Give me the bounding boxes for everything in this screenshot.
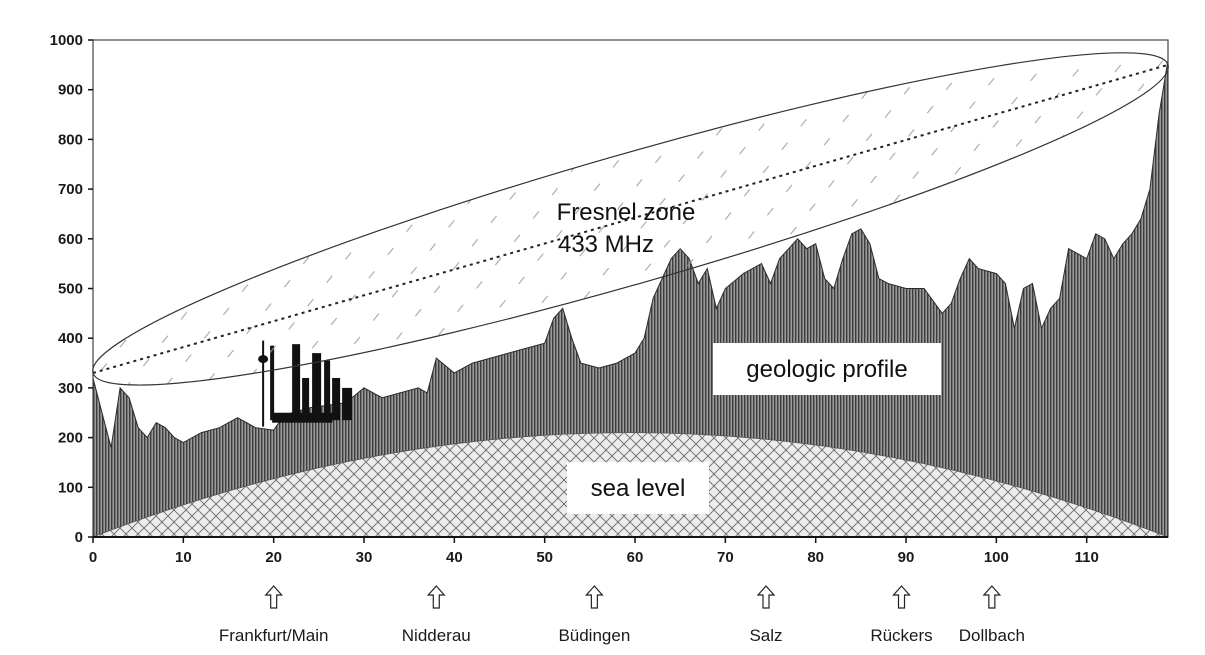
- location-label: Frankfurt/Main: [219, 626, 329, 645]
- y-tick-label: 800: [58, 131, 83, 148]
- x-tick-label: 40: [446, 549, 463, 566]
- y-tick-label: 300: [58, 380, 83, 397]
- city-building: [270, 345, 275, 421]
- y-tick-label: 100: [58, 479, 83, 496]
- location-label: Rückers: [870, 626, 932, 645]
- sea-label-bg: [567, 462, 709, 514]
- city-building: [342, 387, 353, 421]
- x-tick-label: 50: [536, 549, 553, 566]
- y-tick-label: 200: [58, 430, 83, 447]
- geologic-profile-area: [92, 59, 1169, 538]
- location-arrow-icon: [585, 585, 604, 609]
- location-label: Nidderau: [402, 626, 471, 645]
- y-tick-label: 1000: [50, 32, 83, 49]
- y-tick-label: 700: [58, 181, 83, 198]
- geologic-profile-label: geologic profile: [746, 356, 907, 383]
- location-arrow-icon: [892, 585, 911, 609]
- x-tick-label: 0: [89, 549, 97, 566]
- location-arrow-icon: [756, 585, 776, 609]
- y-tick-label: 0: [75, 529, 83, 546]
- sea-level-label: sea level: [591, 475, 686, 502]
- location-label: Büdingen: [558, 626, 630, 645]
- x-tick-label: 60: [627, 549, 644, 566]
- x-tick-label: 110: [1075, 549, 1099, 566]
- fresnel-title-label: Fresnel zone: [557, 199, 696, 226]
- x-tick-label: 30: [356, 549, 373, 566]
- city-building: [312, 353, 322, 421]
- city-building: [292, 344, 301, 421]
- y-tick-label: 900: [58, 82, 83, 99]
- x-tick-label: 100: [984, 549, 1009, 566]
- location-label: Salz: [749, 626, 782, 645]
- location-arrow-icon: [264, 585, 284, 609]
- city-building: [324, 360, 331, 421]
- x-tick-label: 90: [898, 549, 915, 566]
- x-tick-label: 10: [175, 549, 192, 566]
- y-tick-label: 600: [58, 231, 83, 248]
- profile-label-bg: [713, 343, 941, 395]
- location-arrow-icon: [426, 585, 446, 609]
- city-building: [302, 377, 310, 421]
- y-tick-label: 500: [58, 281, 83, 298]
- location-arrow-icon: [982, 585, 1002, 609]
- x-tick-label: 80: [807, 549, 824, 566]
- y-tick-label: 400: [58, 330, 83, 347]
- line-of-sight: [92, 63, 1169, 374]
- x-tick-label: 70: [717, 549, 734, 566]
- x-tick-label: 20: [265, 549, 282, 566]
- fresnel-frequency-label: 433 MHz: [558, 231, 654, 258]
- location-label: Dollbach: [959, 626, 1025, 645]
- city-building: [332, 377, 341, 421]
